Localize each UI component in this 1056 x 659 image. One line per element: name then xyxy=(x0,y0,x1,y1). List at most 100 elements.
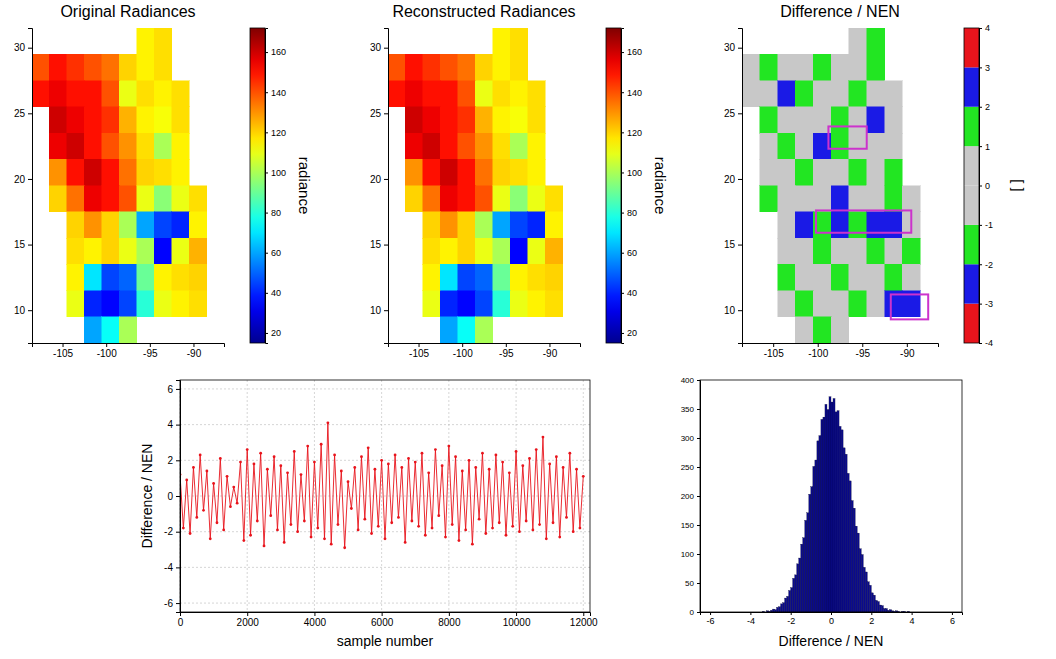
tick-mark xyxy=(28,113,32,114)
point xyxy=(202,509,205,512)
cell xyxy=(831,159,849,185)
tick-label: 150 xyxy=(681,521,695,530)
tick: -100 xyxy=(808,343,828,359)
cell xyxy=(458,186,475,212)
cell xyxy=(545,238,562,264)
tick-label: 60 xyxy=(627,248,637,258)
point xyxy=(434,448,437,451)
bar xyxy=(785,598,787,612)
point xyxy=(458,539,461,542)
highlight-box xyxy=(816,210,911,232)
cell xyxy=(885,133,903,159)
axis-line xyxy=(697,381,701,613)
tick-label: 2 xyxy=(167,455,173,466)
bar xyxy=(789,591,791,612)
bar xyxy=(781,604,783,612)
bars xyxy=(762,397,909,612)
cell xyxy=(102,186,119,212)
tick-label: 60 xyxy=(271,248,281,258)
tick-mark xyxy=(106,343,107,347)
point xyxy=(182,527,185,530)
cell xyxy=(458,264,475,290)
point xyxy=(293,450,296,453)
cell xyxy=(84,212,101,238)
axis: 1015202530 xyxy=(724,29,743,344)
bar xyxy=(783,603,785,612)
cell xyxy=(813,186,831,212)
cell xyxy=(867,28,885,54)
axis-line xyxy=(701,613,963,616)
bar xyxy=(837,411,839,612)
cell xyxy=(831,186,849,212)
tick: 120 xyxy=(265,128,286,138)
tick-mark xyxy=(697,380,700,381)
point xyxy=(320,443,323,446)
tick-mark xyxy=(738,245,742,246)
tick-mark xyxy=(710,612,711,615)
point xyxy=(410,520,413,523)
tick-mark xyxy=(384,179,388,180)
cell xyxy=(885,81,903,107)
tick-mark xyxy=(979,225,982,226)
colorbar-segment xyxy=(964,264,979,303)
cell xyxy=(32,81,49,107)
cell xyxy=(102,81,119,107)
tick-mark xyxy=(549,343,550,347)
tick-label: 2000 xyxy=(237,617,260,628)
tick-label: 50 xyxy=(685,579,694,588)
cell xyxy=(119,238,136,264)
tick-mark xyxy=(979,343,982,344)
point xyxy=(542,436,545,439)
point xyxy=(343,546,346,549)
cell xyxy=(813,291,831,317)
point xyxy=(474,466,477,469)
tick-mark xyxy=(314,612,315,616)
cell xyxy=(510,81,527,107)
tick-label: 20 xyxy=(724,174,736,185)
cell xyxy=(795,107,813,133)
cell xyxy=(493,212,510,238)
cell xyxy=(137,54,154,80)
tick: 300 xyxy=(681,434,700,443)
cell xyxy=(189,186,206,212)
cell xyxy=(172,133,189,159)
cell xyxy=(440,186,457,212)
cell xyxy=(458,212,475,238)
bar xyxy=(791,588,793,612)
point xyxy=(528,457,531,460)
bar xyxy=(823,417,825,612)
cell xyxy=(154,159,171,185)
tick: -105 xyxy=(53,343,73,359)
tick-mark xyxy=(28,179,32,180)
cell xyxy=(831,238,849,264)
cell xyxy=(813,238,831,264)
tick-label: 3 xyxy=(985,63,990,73)
tick: -2 xyxy=(164,526,180,537)
tick-mark xyxy=(193,343,194,347)
tick-label: 15 xyxy=(724,239,736,250)
cell xyxy=(760,186,778,212)
point xyxy=(306,445,309,448)
tick-label: 40 xyxy=(627,288,637,298)
cell xyxy=(84,81,101,107)
cell xyxy=(475,133,492,159)
tick-mark xyxy=(738,113,742,114)
bar xyxy=(875,600,877,612)
tick-label: 25 xyxy=(370,108,382,119)
tick: -90 xyxy=(187,343,202,359)
cell xyxy=(831,317,849,343)
bar xyxy=(777,607,779,612)
cell xyxy=(510,133,527,159)
y-axis-title: Difference / NEN xyxy=(139,444,155,549)
tick: 2 xyxy=(979,102,990,112)
tick: 80 xyxy=(265,208,281,218)
cells xyxy=(742,28,928,343)
tick-label: -100 xyxy=(808,348,828,359)
tick: 25 xyxy=(724,108,742,119)
tick-mark xyxy=(979,186,982,187)
cell xyxy=(831,264,849,290)
cell xyxy=(458,81,475,107)
tick-mark xyxy=(176,603,180,604)
tick: -95 xyxy=(856,343,871,359)
bar xyxy=(855,526,857,612)
